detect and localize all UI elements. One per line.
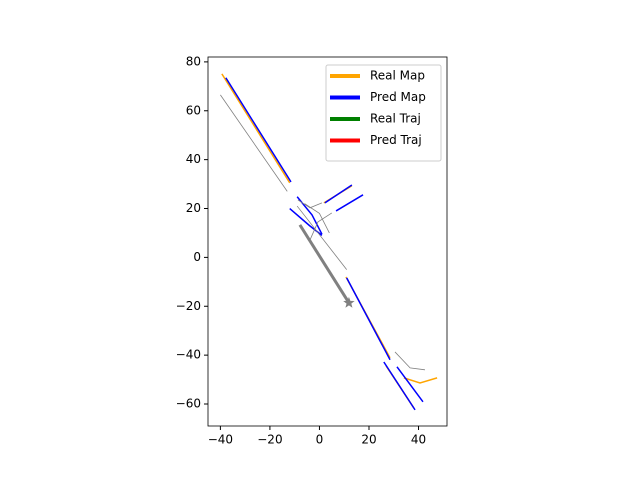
- y-tick-label: −60: [176, 397, 201, 411]
- y-tick-label: 80: [186, 54, 201, 68]
- legend-label: Pred Map: [370, 90, 426, 104]
- y-tick-label: −20: [176, 299, 201, 313]
- series-line: [225, 77, 424, 411]
- series-line: [298, 224, 351, 304]
- legend-box: [325, 64, 442, 162]
- y-tick-label: 40: [186, 152, 201, 166]
- x-tick-label: −40: [208, 433, 233, 447]
- y-tick-label: −40: [176, 348, 201, 362]
- y-tick-label: 0: [193, 250, 201, 264]
- end-marker: [343, 296, 355, 308]
- legend-label: Real Traj: [370, 112, 421, 126]
- y-tick-label: 20: [186, 201, 201, 215]
- x-tick-label: −20: [257, 433, 282, 447]
- x-tick-label: 40: [411, 433, 426, 447]
- legend-label: Pred Traj: [370, 133, 422, 147]
- plot-frame: [207, 56, 448, 427]
- legend: Real Map Pred Map Real Traj Pred Traj: [325, 64, 442, 162]
- series-line: [220, 94, 426, 371]
- x-tick-label: 0: [316, 433, 324, 447]
- y-tick-label: 60: [186, 103, 201, 117]
- x-tick-label: 20: [361, 433, 376, 447]
- legend-label: Real Map: [370, 69, 425, 83]
